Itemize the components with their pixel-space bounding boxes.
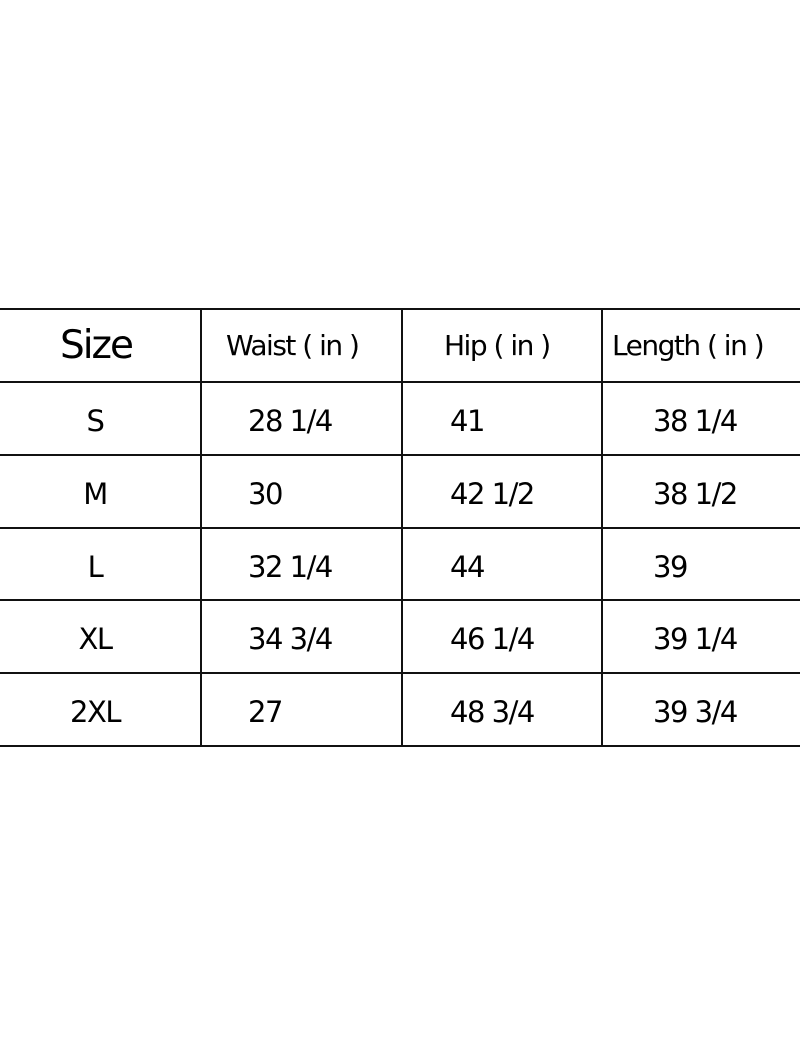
cell-size: 2XL <box>70 694 121 729</box>
cell-length: 39 3/4 <box>653 694 738 729</box>
row-divider <box>0 454 800 456</box>
row-divider <box>0 381 800 383</box>
row-divider <box>0 672 800 674</box>
header-size: Size <box>59 323 134 368</box>
cell-length: 38 1/4 <box>653 403 738 438</box>
cell-size: S <box>86 403 105 438</box>
cell-hip: 48 3/4 <box>450 694 535 729</box>
row-divider <box>0 527 800 529</box>
column-divider <box>401 308 403 746</box>
column-divider <box>601 308 603 746</box>
cell-hip: 46 1/4 <box>450 621 535 656</box>
row-divider <box>0 745 800 747</box>
cell-waist: 34 3/4 <box>248 621 333 656</box>
column-divider <box>200 308 202 746</box>
cell-hip: 42 1/2 <box>450 476 535 511</box>
cell-length: 39 <box>653 549 688 584</box>
cell-length: 39 1/4 <box>653 621 738 656</box>
header-waist: Waist ( in ) <box>226 329 360 362</box>
header-length: Length ( in ) <box>612 329 765 362</box>
cell-length: 38 1/2 <box>653 476 738 511</box>
cell-waist: 30 <box>248 476 283 511</box>
header-hip: Hip ( in ) <box>444 329 551 362</box>
row-divider <box>0 599 800 601</box>
cell-waist: 32 1/4 <box>248 549 333 584</box>
row-divider <box>0 308 800 310</box>
cell-hip: 41 <box>450 403 485 438</box>
cell-waist: 28 1/4 <box>248 403 333 438</box>
cell-waist: 27 <box>248 694 283 729</box>
cell-size: M <box>83 476 108 511</box>
cell-hip: 44 <box>450 549 485 584</box>
cell-size: L <box>87 549 104 584</box>
cell-size: XL <box>78 621 113 656</box>
